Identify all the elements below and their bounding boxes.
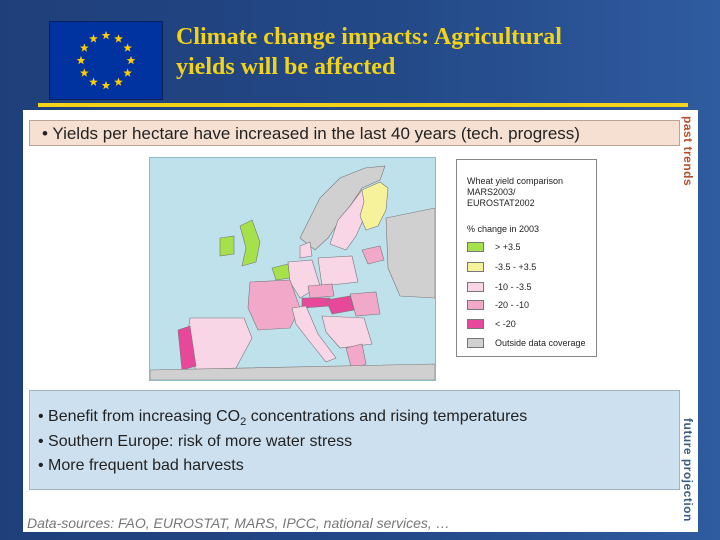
map-czech: [307, 283, 335, 299]
bullet-co2-text: • Benefit from increasing CO: [38, 408, 241, 425]
legend-swatch: [467, 242, 484, 252]
map-balkans: [321, 315, 373, 349]
map-hungary: [325, 295, 355, 315]
bullet-bad-harvests: • More frequent bad harvests: [38, 457, 244, 474]
legend-title-line-1: Wheat yield comparison: [467, 176, 564, 186]
star-icon: [79, 68, 89, 77]
bullet-water-stress: • Southern Europe: risk of more water st…: [38, 432, 353, 450]
future-projection-box: • Benefit from increasing CO2 concentrat…: [29, 390, 680, 490]
map-benelux: [271, 263, 291, 281]
legend-item: -20 - -10: [467, 300, 592, 310]
map-north-africa: [150, 363, 435, 380]
legend-subtitle: % change in 2003: [467, 224, 540, 234]
map-poland: [317, 255, 359, 287]
map-italy: [291, 305, 337, 363]
title-rule: [38, 103, 688, 107]
map-baltics: [361, 245, 385, 265]
star-icon: [89, 77, 98, 86]
map-norway: [299, 165, 386, 251]
legend-swatch: [467, 282, 484, 292]
star-icon: [126, 55, 136, 65]
past-trends-label: past trends: [681, 116, 695, 187]
map-graphic: [150, 165, 435, 380]
legend-swatch: [467, 319, 484, 329]
eu-stars: [76, 30, 136, 90]
legend-title: Wheat yield comparison MARS2003/ EUROSTA…: [467, 176, 592, 209]
legend-label: -10 - -3.5: [495, 282, 532, 292]
map-east: [385, 207, 435, 299]
star-icon: [76, 55, 86, 65]
map-uk: [239, 219, 261, 267]
star-icon: [89, 34, 98, 43]
map-spain: [185, 317, 253, 371]
eu-flag-icon: [49, 21, 163, 100]
legend-item: > +3.5: [467, 242, 592, 252]
title-line-1: Climate change impacts: Agricultural: [176, 24, 562, 50]
map-denmark: [299, 241, 313, 259]
map-romania: [349, 291, 381, 317]
future-projection-label: future projection: [681, 418, 695, 522]
star-icon: [114, 77, 123, 86]
title-line-2: yields will be affected: [176, 54, 396, 80]
star-icon: [101, 80, 111, 90]
star-icon: [101, 30, 111, 40]
legend-item: < -20: [467, 319, 592, 329]
legend-swatch: [467, 300, 484, 310]
legend-item: -3.5 - +3.5: [467, 262, 592, 272]
legend-label: < -20: [495, 319, 516, 329]
slide-title: Climate change impacts: Agricultural yie…: [176, 22, 696, 82]
past-trends-box: • Yields per hectare have increased in t…: [29, 120, 680, 146]
map-ireland: [219, 235, 235, 257]
content-panel: • Yields per hectare have increased in t…: [23, 110, 698, 532]
legend-swatch: [467, 262, 484, 272]
map-finland: [359, 181, 389, 231]
legend-title-line-3: EUROSTAT2002: [467, 198, 535, 208]
map-france: [247, 279, 301, 331]
data-sources: Data-sources: FAO, EUROSTAT, MARS, IPCC,…: [27, 515, 450, 531]
map-legend: Wheat yield comparison MARS2003/ EUROSTA…: [456, 159, 597, 357]
map-greece: [345, 343, 367, 371]
map-portugal: [177, 325, 197, 371]
legend-item: -10 - -3.5: [467, 282, 592, 292]
star-icon: [123, 68, 133, 77]
legend-label: > +3.5: [495, 242, 521, 252]
legend-item: Outside data coverage: [467, 338, 592, 348]
co2-subscript: 2: [240, 416, 247, 429]
star-icon: [114, 34, 123, 43]
star-icon: [123, 43, 133, 52]
europe-wheat-yield-map: [149, 157, 436, 381]
legend-swatch: [467, 338, 484, 348]
legend-label: -3.5 - +3.5: [495, 262, 537, 272]
star-icon: [79, 43, 89, 52]
legend-label: -20 - -10: [495, 300, 530, 310]
legend-label: Outside data coverage: [495, 338, 586, 348]
legend-title-line-2: MARS2003/: [467, 187, 516, 197]
bullet-co2-text-end: concentrations and rising temperatures: [246, 408, 528, 425]
bullet-co2: • Benefit from increasing CO2 concentrat…: [38, 405, 679, 430]
